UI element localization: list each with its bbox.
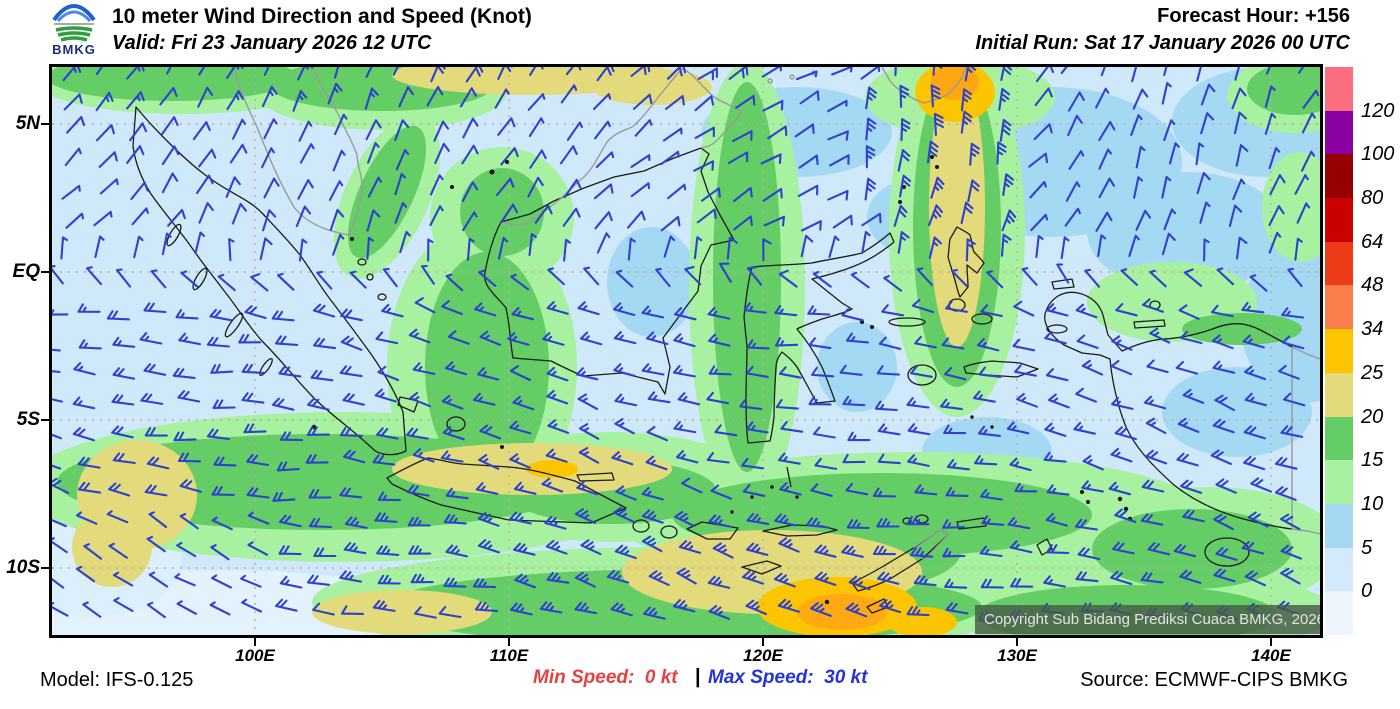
lat-tick	[41, 567, 49, 569]
legend-segment	[1325, 285, 1353, 330]
legend-tick-label: 10	[1361, 492, 1384, 515]
lon-tick	[762, 638, 764, 646]
islet-dots	[311, 155, 1133, 605]
legend-tick-label: 34	[1361, 318, 1384, 341]
bmkg-logo-text: BMKG	[52, 42, 96, 57]
lat-label: 10S	[6, 557, 40, 578]
lat-label: 5N	[15, 113, 40, 134]
footer-min-speed: Min Speed: 0 kt	[533, 667, 678, 688]
speed-region-25-34	[526, 62, 995, 637]
copyright-badge: Copyright Sub Bidang Prediksi Cuaca BMKG…	[975, 605, 1322, 634]
bmkg-logo-icon	[52, 3, 96, 42]
legend-tick-label: 80	[1361, 187, 1384, 210]
legend-segment	[1325, 329, 1353, 373]
legend-tick-label: 25	[1361, 361, 1384, 384]
legend-tick-label: 5	[1361, 536, 1373, 559]
coastlines-indonesia	[132, 106, 1293, 614]
lat-tick	[41, 419, 49, 421]
legend-tick-label: 64	[1361, 230, 1384, 253]
legend-segment	[1325, 110, 1353, 155]
footer-model: Model: IFS-0.125	[40, 669, 194, 691]
legend-segment	[1325, 154, 1353, 199]
legend-tick-label: 100	[1361, 143, 1395, 166]
lon-label: 110E	[489, 646, 529, 665]
footer-max-speed: Max Speed: 30 kt	[708, 667, 868, 688]
lon-tick	[254, 638, 256, 646]
legend-bar	[1325, 67, 1353, 635]
page-title: 10 meter Wind Direction and Speed (Knot)	[112, 5, 532, 28]
lon-label: 120E	[743, 646, 783, 665]
lon-tick	[508, 638, 510, 646]
footer-separator: |	[695, 666, 701, 688]
legend-tick-label: 15	[1361, 449, 1384, 472]
legend-tick-label: 0	[1361, 580, 1373, 603]
legend-tick-label: 120	[1361, 99, 1395, 122]
legend-segment	[1325, 547, 1353, 592]
lat-label: EQ	[12, 261, 40, 282]
legend-segment	[1325, 241, 1353, 286]
forecast-hour: Forecast Hour: +156	[1157, 5, 1350, 27]
lon-label: 100E	[235, 646, 275, 665]
graticule-lines	[52, 67, 1320, 635]
wind-barb-glyphs	[37, 52, 1320, 622]
legend-segment	[1325, 503, 1353, 548]
lon-label: 130E	[997, 646, 1037, 665]
legend-segment	[1325, 460, 1353, 504]
lon-tick	[1270, 638, 1272, 646]
lat-label: 5S	[16, 409, 40, 430]
legend-segment	[1325, 591, 1353, 635]
map-canvas	[0, 47, 1380, 657]
legend-tick-label: 20	[1361, 405, 1384, 428]
valid-time: Valid: Fri 23 January 2026 12 UTC	[112, 32, 432, 54]
legend-segment	[1325, 416, 1353, 461]
legend-segment	[1325, 67, 1353, 111]
lat-tick	[41, 123, 49, 125]
lon-label: 140E	[1251, 646, 1291, 665]
legend-tick-label: 48	[1361, 274, 1384, 297]
footer-source: Source: ECMWF-CIPS BMKG	[1080, 669, 1348, 691]
lat-tick	[41, 271, 49, 273]
legend-segment	[1325, 198, 1353, 242]
initial-run: Initial Run: Sat 17 January 2026 00 UTC	[975, 32, 1350, 54]
wind-barbs	[37, 52, 1320, 622]
legend-segment	[1325, 372, 1353, 417]
lon-tick	[1016, 638, 1018, 646]
